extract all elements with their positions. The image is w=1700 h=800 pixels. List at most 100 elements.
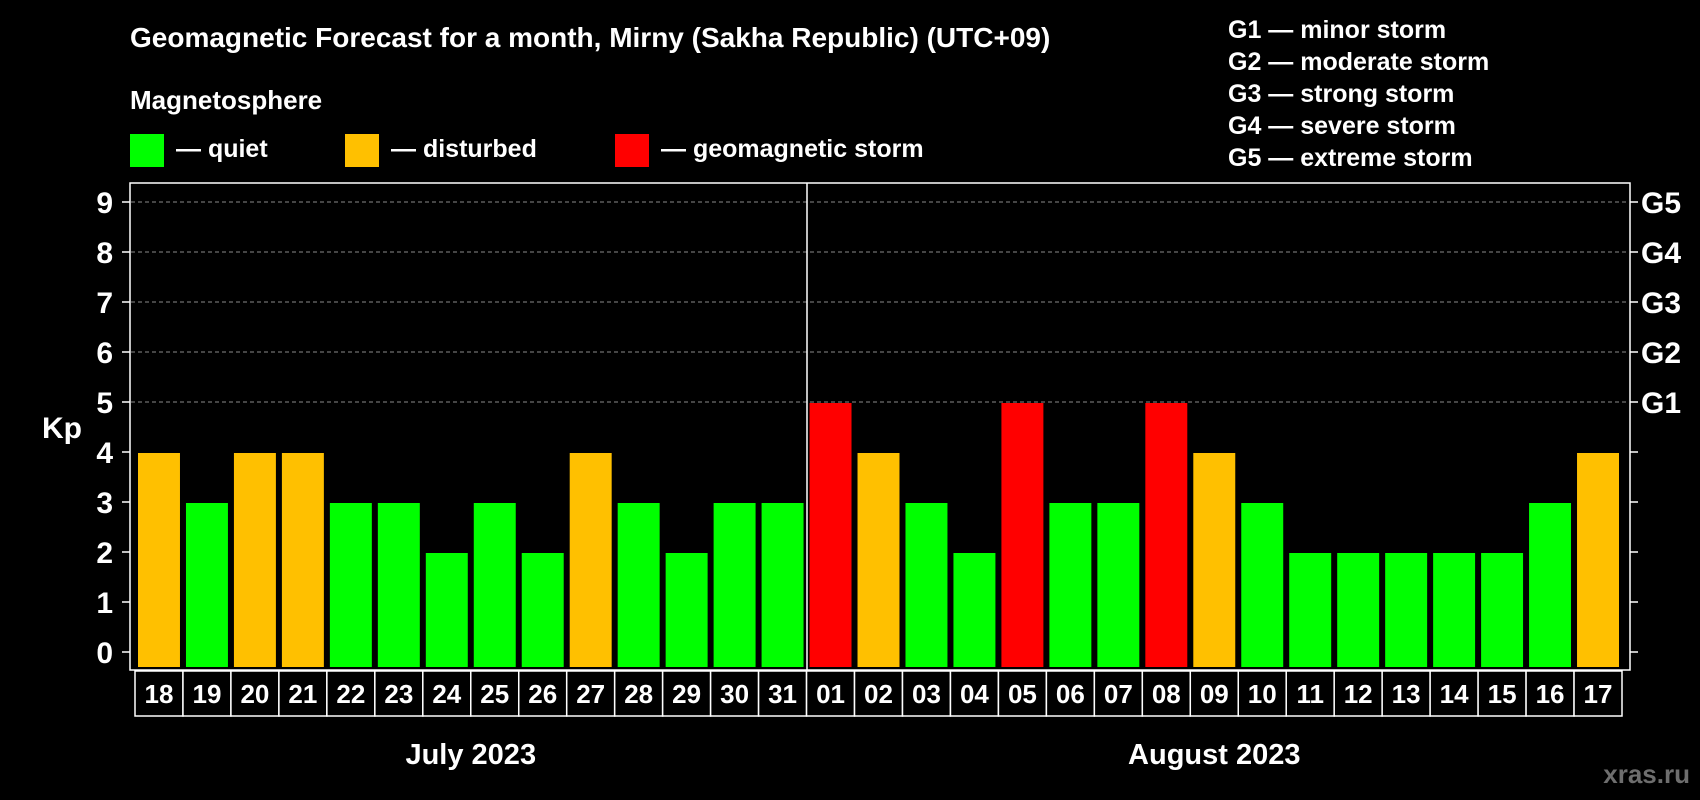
x-tick-label-13: 13 [1392,679,1421,709]
month-label-0: July 2023 [405,739,536,771]
x-label-box-18 [134,670,184,717]
x-label-box-28 [613,670,664,717]
bar-09 [1193,453,1236,667]
bar-01 [809,403,852,667]
x-label-box-03 [901,670,952,717]
grid-lines [131,201,1629,403]
bar-19 [185,503,228,667]
plot-frame [129,182,1631,671]
right-axis: G1 G2 G3 G4 G5 [1630,187,1681,653]
x-label-box-24 [422,670,472,717]
y-tick-label-2: 2 [96,537,113,570]
x-label-box-27 [565,670,616,717]
x-tick-label-11: 11 [1296,679,1324,709]
legend-label-1: — disturbed [391,135,537,163]
x-label-box-17 [1573,670,1623,717]
month-label-1: August 2023 [1128,739,1300,771]
bar-13 [1385,553,1428,667]
right-axis-label-g5: G5 [1641,187,1681,220]
bars [138,403,1619,667]
legend-swatch-0 [130,134,164,167]
x-tick-label-19: 19 [192,679,221,709]
x-tick-label-16: 16 [1536,679,1565,709]
x-label-box-21 [278,670,328,717]
storm-scale-item-1: G2 — moderate storm [1228,48,1489,76]
bar-08 [1145,403,1188,667]
bar-18 [138,453,180,667]
x-label-box-12 [1333,670,1383,717]
y-tick-label-5: 5 [96,387,113,420]
bar-06 [1049,503,1092,667]
bar-12 [1337,553,1380,667]
bar-04 [953,553,996,667]
storm-scale-item-3: G4 — severe storm [1228,112,1456,140]
x-label-box-11 [1285,670,1335,717]
x-tick-label-30: 30 [720,679,749,709]
bar-16 [1529,503,1572,667]
legend-swatch-1 [345,134,379,167]
x-tick-label-14: 14 [1440,679,1469,709]
x-label-box-07 [1093,670,1144,717]
bar-17 [1577,453,1619,667]
storm-scale-item-0: G1 — minor storm [1228,16,1446,44]
bar-23 [377,503,420,667]
y-tick-label-6: 6 [96,337,113,370]
x-label-box-08 [1141,670,1192,717]
x-tick-label-24: 24 [432,679,461,709]
y-axis: 0 1 2 3 4 5 6 7 8 9 [96,187,130,670]
right-axis-label-g1: G1 [1641,387,1681,420]
legend-swatch-2 [615,134,649,167]
bar-05 [1001,403,1044,667]
bar-29 [665,553,708,667]
x-tick-label-01: 01 [816,679,845,709]
x-tick-label-04: 04 [960,679,989,709]
chart-title: Geomagnetic Forecast for a month, Mirny … [130,22,1050,53]
storm-scale-legend: G1 — minor storm G2 — moderate storm G3 — … [1228,16,1489,172]
right-axis-label-g2: G2 [1641,337,1681,370]
x-tick-label-27: 27 [576,679,605,709]
bar-03 [905,503,948,667]
x-tick-label-08: 08 [1152,679,1181,709]
x-label-box-04 [949,670,1000,717]
bar-30 [713,503,756,667]
y-tick-label-4: 4 [96,437,113,470]
y-tick-label-1: 1 [96,587,113,620]
x-tick-label-31: 31 [768,679,797,709]
x-tick-label-29: 29 [672,679,701,709]
x-tick-label-15: 15 [1488,679,1517,709]
bar-22 [329,503,372,667]
x-tick-label-03: 03 [912,679,941,709]
x-tick-label-02: 02 [864,679,893,709]
right-axis-label-g3: G3 [1641,287,1681,320]
bar-10 [1241,503,1284,667]
x-label-box-06 [1045,670,1096,717]
watermark: xras.ru [1603,759,1690,789]
x-label-box-29 [661,670,712,717]
x-tick-label-07: 07 [1104,679,1133,709]
bar-07 [1097,503,1140,667]
x-label-box-19 [182,670,232,717]
bar-28 [617,503,660,667]
legend: — quiet — disturbed — geomagnetic storm [130,134,924,167]
y-tick-label-0: 0 [96,637,113,670]
x-label-box-23 [374,670,424,717]
legend-label-0: — quiet [176,135,268,163]
x-label-box-30 [709,670,760,717]
chart-subtitle: Magnetosphere [130,85,322,115]
month-labels: July 2023 August 2023 [405,739,1300,771]
bar-14 [1433,553,1476,667]
x-tick-label-23: 23 [384,679,413,709]
x-label-box-13 [1381,670,1431,717]
bar-25 [473,503,516,667]
x-label-box-25 [470,670,520,717]
x-tick-label-17: 17 [1584,679,1613,709]
bar-24 [425,553,468,667]
y-tick-label-3: 3 [96,487,113,520]
right-axis-label-g4: G4 [1641,237,1681,270]
x-tick-label-05: 05 [1008,679,1037,709]
legend-label-2: — geomagnetic storm [661,135,924,163]
y-axis-label: Kp [42,412,82,445]
x-label-box-31 [757,670,808,717]
bar-21 [281,453,324,667]
x-tick-label-18: 18 [145,679,174,709]
